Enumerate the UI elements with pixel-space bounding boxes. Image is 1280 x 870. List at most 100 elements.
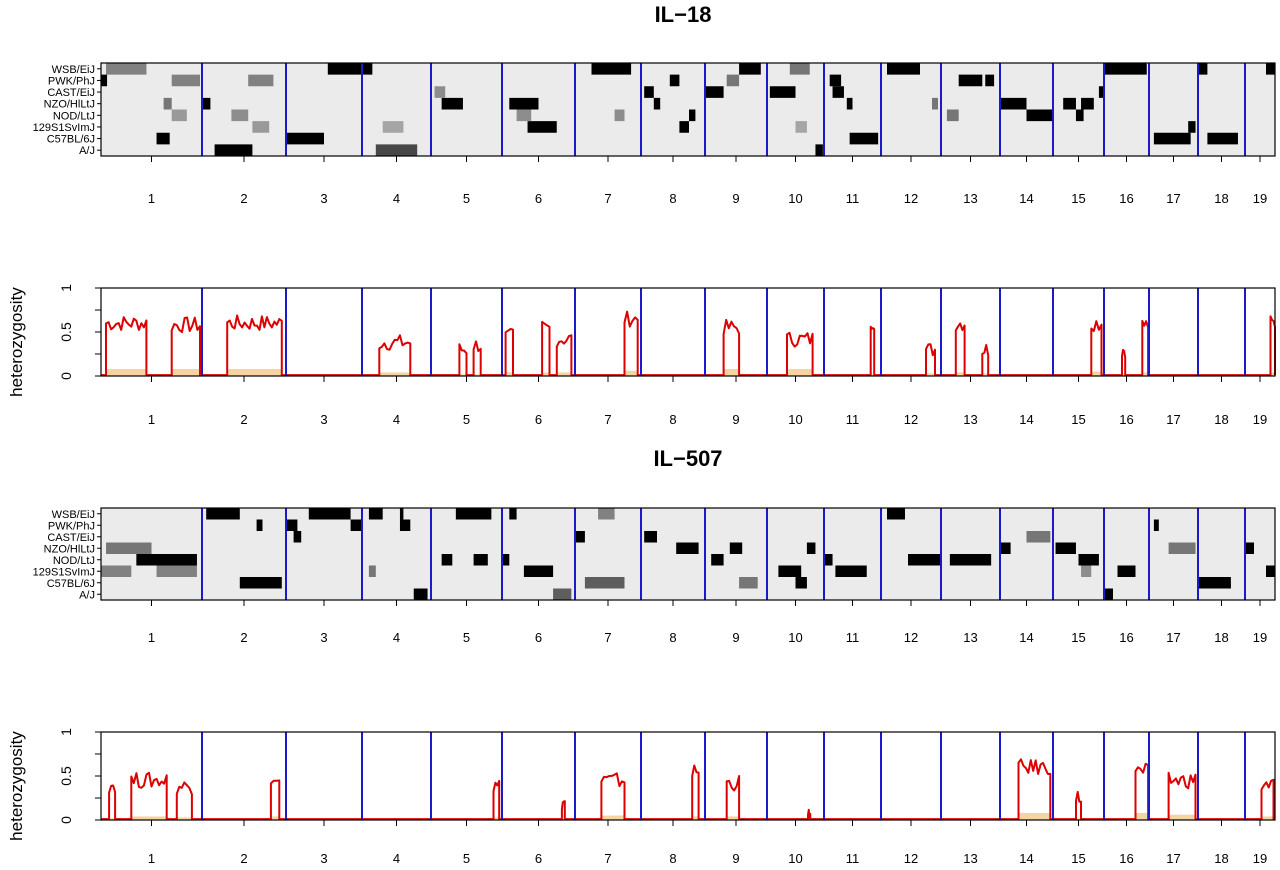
strain-label: 129S1SvImJ (33, 122, 95, 134)
haplotype-block (1104, 588, 1113, 600)
chromosome-label: 2 (240, 630, 247, 645)
chromosome-label: 2 (240, 191, 247, 206)
y-axis-label: heterozygosity (7, 287, 26, 397)
haplotype-block (832, 86, 844, 98)
chromosome-label: 3 (320, 630, 327, 645)
het-fill (786, 368, 813, 376)
het-background (101, 288, 1275, 376)
chromosome-label: 7 (604, 412, 611, 427)
chromosome-label: 5 (463, 630, 470, 645)
haplotype-block (729, 542, 743, 554)
haplotype-block (101, 565, 132, 577)
chromosome-label: 6 (535, 630, 542, 645)
y-tick-label: 0.5 (58, 322, 74, 342)
y-tick-label: 0.5 (58, 766, 74, 786)
het-fill (1168, 814, 1196, 820)
heatmap-frame (100, 507, 1276, 601)
het-fill (227, 368, 282, 376)
haplotype-block (382, 121, 404, 133)
haplotype-block (1081, 565, 1092, 577)
chromosome-label: 12 (904, 412, 918, 427)
het-fill (109, 818, 116, 820)
haplotype-block (399, 508, 404, 520)
haplotype-block (413, 588, 428, 600)
haplotype-block (1117, 565, 1136, 577)
haplotype-block (908, 554, 941, 566)
chromosome-label: 18 (1214, 412, 1228, 427)
strain-label: CAST/EiJ (47, 87, 95, 99)
het-fill (1135, 812, 1149, 820)
haplotype-block (293, 531, 302, 543)
panel-il-18: IL−18 WSB/EiJPWK/PhJCAST/EiJNZO/HlLtJNOD… (7, 2, 1276, 427)
het-fill (1261, 816, 1274, 820)
chromosome-label: 14 (1019, 412, 1033, 427)
haplotype-block (887, 508, 905, 520)
het-fill (270, 816, 280, 820)
haplotype-block (106, 63, 147, 75)
haplotype-block (239, 577, 282, 589)
strain-label: WSB/EiJ (52, 509, 95, 521)
haplotype-block (726, 74, 740, 87)
chromosome-label: 16 (1119, 191, 1133, 206)
het-fill (379, 372, 411, 376)
haplotype-block (598, 508, 615, 520)
het-fill (982, 373, 989, 376)
haplotype-block (231, 109, 249, 122)
het-line (101, 310, 1276, 377)
haplotype-block (1081, 97, 1094, 110)
het-fill (1142, 372, 1149, 376)
haplotype-block (206, 508, 240, 520)
haplotype-block (575, 531, 585, 543)
chromosome-label: 12 (904, 191, 918, 206)
haplotype-block (473, 554, 488, 566)
chromosome-label: 6 (535, 191, 542, 206)
chromosome-label: 15 (1071, 630, 1085, 645)
haplotype-block (509, 97, 539, 110)
panel-il-507: IL−507 WSB/EiJPWK/PhJCAST/EiJNZO/HlLtJNO… (7, 446, 1276, 866)
het-fill (1270, 372, 1275, 376)
het-fill (505, 372, 513, 376)
panel-title: IL−507 (653, 446, 722, 471)
haplotype-block (644, 531, 657, 543)
haplotype-block (286, 519, 298, 531)
chromosome-label: 18 (1214, 630, 1228, 645)
haplotype-block (653, 97, 661, 110)
haplotype-block (171, 109, 187, 122)
chromosome-label: 3 (320, 412, 327, 427)
chromosome-label: 9 (732, 630, 739, 645)
chromosome-label: 13 (963, 630, 977, 645)
het-fill (556, 372, 572, 376)
y-axis-label: heterozygosity (7, 731, 26, 841)
haplotype-block (202, 97, 211, 110)
chromosome-label: 18 (1214, 191, 1228, 206)
haplotype-block (795, 121, 807, 133)
haplotype-block (669, 74, 680, 87)
haplotype-block (835, 565, 867, 577)
chromosome-label: 10 (788, 412, 802, 427)
haplotype-block (795, 577, 807, 589)
haplotype-block (1168, 542, 1196, 554)
haplotype-block (769, 86, 796, 98)
haplotype-block (946, 109, 959, 122)
chromosome-label: 17 (1166, 412, 1180, 427)
het-fill (473, 374, 481, 376)
strain-label: PWK/PhJ (48, 520, 95, 532)
chromosome-label: 17 (1166, 191, 1180, 206)
het-fill (1075, 818, 1082, 820)
het-fill (726, 816, 740, 820)
heatmap-frame (100, 62, 1276, 157)
haplotype-block (214, 144, 253, 156)
chromosome-label: 10 (788, 630, 802, 645)
chromosome-label: 14 (1019, 851, 1033, 866)
strain-label: NZO/HlLtJ (44, 99, 95, 111)
haplotype-block (350, 519, 362, 531)
het-fill (624, 370, 638, 376)
chromosome-label: 6 (535, 412, 542, 427)
y-tick-label: 0 (58, 372, 74, 380)
y-tick-label: 1 (58, 284, 74, 292)
haplotype-block (1198, 577, 1231, 589)
haplotype-block (1063, 97, 1076, 110)
chromosome-label: 4 (393, 630, 400, 645)
haplotype-block (101, 74, 108, 87)
